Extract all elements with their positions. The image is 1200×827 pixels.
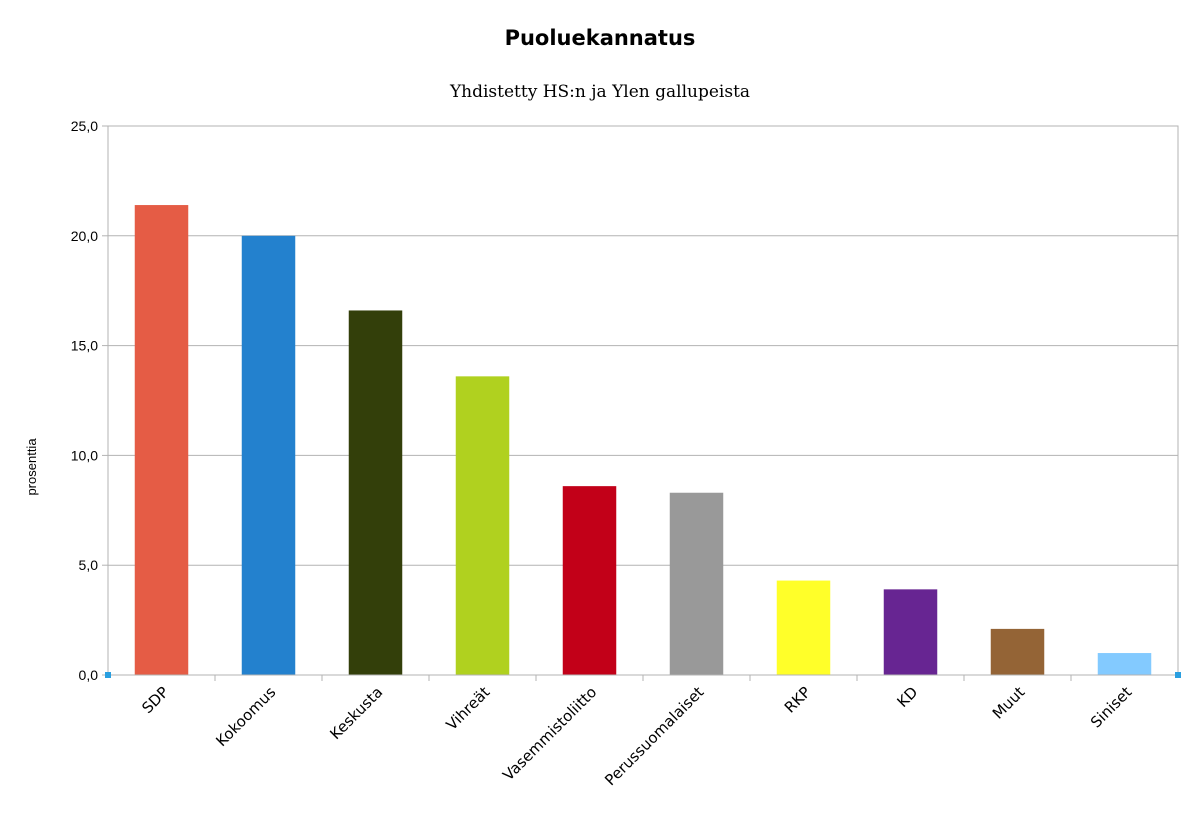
x-tick-label: Vihreät: [443, 683, 494, 734]
x-tick-label: KD: [893, 683, 921, 711]
y-tick-label: 20,0: [71, 228, 98, 244]
selection-handle-left[interactable]: [105, 672, 111, 678]
y-tick-label: 10,0: [71, 447, 98, 463]
y-tick-label: 5,0: [79, 557, 99, 573]
bar-rkp: [776, 580, 831, 675]
x-axis-ticks: SDP Kokoomus Keskusta Vihreät Vasemmistoliit…: [138, 675, 1135, 789]
x-tick-label: Vasemmistoliitto: [499, 683, 600, 784]
bar-keskusta: [348, 310, 403, 675]
x-tick-label: SDP: [138, 683, 172, 717]
x-tick-label: Keskusta: [326, 683, 386, 743]
y-axis-ticks: 0,0 5,0 10,0 15,0 20,0 25,0: [71, 118, 108, 683]
bar-vasemmistoliitto: [562, 486, 617, 675]
y-tick-label: 25,0: [71, 118, 98, 134]
bar-vihreät: [455, 376, 510, 675]
x-tick-label: Perussuomalaiset: [601, 683, 707, 789]
bar-kokoomus: [241, 235, 296, 676]
chart-title: Puoluekannatus: [504, 26, 696, 50]
selection-handle-right[interactable]: [1175, 672, 1181, 678]
y-tick-label: 15,0: [71, 338, 98, 354]
bar-kd: [883, 589, 938, 675]
y-axis-label: prosenttia: [24, 438, 39, 496]
x-tick-label: Muut: [989, 683, 1029, 723]
x-tick-label: Kokoomus: [212, 683, 279, 750]
bar-siniset: [1097, 653, 1152, 675]
x-tick-label: RKP: [781, 683, 814, 716]
y-tick-label: 0,0: [79, 667, 99, 683]
bar-muut: [990, 628, 1045, 675]
bar-sdp: [134, 205, 189, 675]
x-tick-label: Siniset: [1087, 683, 1135, 731]
bars: [134, 205, 1152, 676]
chart-subtitle: Yhdistetty HS:n ja Ylen gallupeista: [449, 82, 751, 102]
bar-perussuomalaiset: [669, 492, 724, 675]
